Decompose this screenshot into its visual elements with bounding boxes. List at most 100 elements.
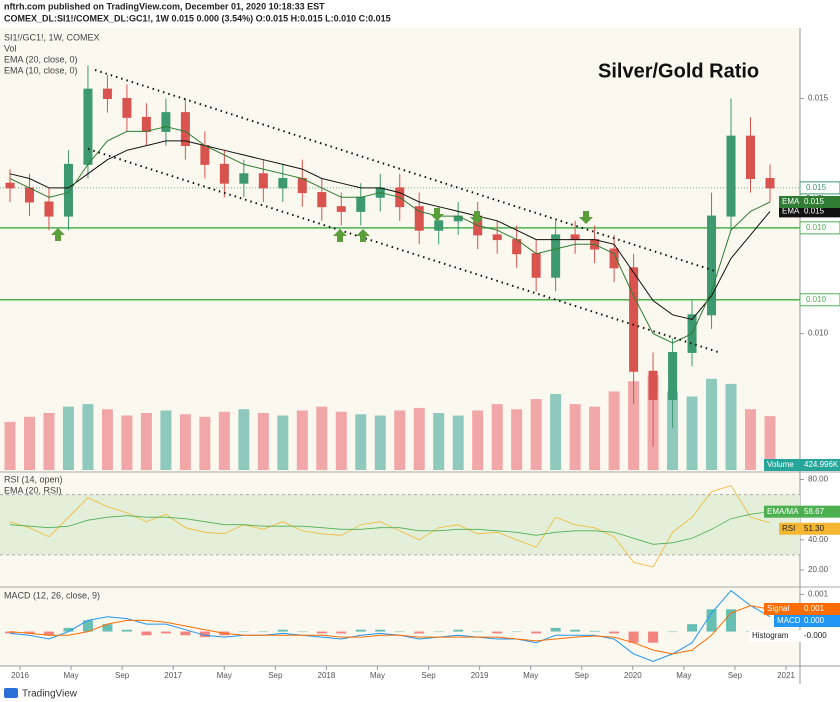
volume-bar	[628, 381, 640, 470]
rsi-band	[0, 494, 800, 555]
x-tick-label: May	[370, 671, 385, 680]
up-arrow	[51, 228, 65, 241]
volume-bar	[140, 413, 152, 470]
volume-bar	[433, 413, 445, 470]
histogram-bar	[511, 631, 522, 633]
volume-bar	[179, 414, 191, 470]
histogram-bar	[414, 631, 425, 634]
volume-bar	[589, 406, 601, 470]
volume-bar	[4, 421, 16, 470]
histogram-bar	[160, 631, 171, 634]
volume-bar	[472, 410, 484, 470]
volume-bar	[608, 391, 620, 470]
footer: TradingView	[4, 688, 78, 700]
badge-value-box	[800, 615, 840, 627]
badge-value-box	[800, 459, 840, 471]
volume-bar	[23, 416, 35, 470]
volume-bar	[667, 391, 679, 470]
badge-name-box	[779, 205, 800, 218]
badge-name: EMA/MA	[767, 507, 799, 516]
y-tick-label: 80.00	[808, 475, 829, 484]
level-label: 0.010	[806, 295, 827, 304]
legend-rsi: RSI (14, open)	[4, 474, 63, 484]
volume-bar	[550, 394, 562, 470]
histogram-bar	[433, 631, 444, 633]
x-tick-label: 2017	[164, 671, 182, 680]
badge-name-box	[764, 603, 800, 615]
up-arrow	[356, 229, 370, 242]
volume-bar	[43, 413, 55, 470]
volume-bar	[374, 415, 386, 470]
volume-bar	[101, 409, 113, 470]
volume-bar	[82, 404, 94, 470]
candle-body	[570, 234, 580, 241]
candle-body	[297, 177, 307, 194]
histogram-bar	[687, 624, 698, 632]
badge-value-box	[800, 195, 840, 208]
candle-body	[531, 253, 541, 278]
histogram-bar	[706, 609, 717, 632]
volume-bar	[316, 406, 328, 470]
candle-body	[102, 88, 112, 100]
volume-bar	[218, 411, 230, 470]
annotation: Silver/Gold Ratio	[598, 60, 759, 82]
badge-value: 0.000	[804, 616, 825, 625]
badge-name-box	[749, 630, 800, 642]
x-tick-label: May	[676, 671, 691, 680]
volume-bar	[745, 409, 757, 470]
volume-bar	[160, 410, 172, 470]
y-tick-label: 0.001	[808, 590, 829, 599]
volume-bar	[277, 415, 289, 470]
histogram-bar	[589, 630, 600, 632]
histogram-bar	[316, 631, 327, 634]
volume-bar	[706, 378, 718, 470]
level-badge-box	[799, 221, 840, 235]
badge-value: 0.001	[804, 604, 825, 613]
x-tick-label: 2020	[624, 671, 642, 680]
volume-bar	[121, 415, 133, 470]
x-tick-label: 2019	[471, 671, 489, 680]
rsi-ema-line	[9, 511, 771, 545]
volume-bar	[530, 399, 542, 470]
badge-name: EMA	[782, 197, 800, 206]
candle-body	[141, 116, 151, 132]
price-badge: 0.015	[806, 183, 827, 192]
down-arrow	[470, 211, 484, 224]
volume-bar	[394, 410, 406, 470]
badge-name-box	[764, 459, 800, 471]
x-tick-label: Sep	[421, 671, 436, 680]
histogram-bar	[180, 631, 191, 636]
x-tick-label: Sep	[575, 671, 590, 680]
histogram-bar	[472, 631, 483, 633]
volume-bar	[296, 410, 308, 470]
volume-bar	[686, 396, 698, 470]
badge-value: 0.015	[804, 206, 825, 215]
badge-value: 424.996K	[804, 460, 839, 469]
candle-body	[492, 234, 502, 241]
badge-name-box	[779, 195, 800, 208]
volume-bar	[62, 406, 74, 470]
histogram-bar	[492, 631, 503, 634]
histogram-bar	[238, 631, 249, 633]
arrows	[51, 208, 593, 242]
candle-body	[317, 192, 327, 208]
channel-line	[94, 69, 716, 272]
down-arrow	[430, 208, 444, 221]
candle-body	[356, 196, 366, 212]
candle-body	[24, 187, 34, 203]
volume-bar	[511, 409, 523, 470]
candle-body	[161, 112, 171, 132]
volume-bar	[764, 416, 776, 470]
x-tick-label: May	[523, 671, 538, 680]
badge-name-box	[774, 615, 800, 627]
volume-bar	[199, 416, 211, 470]
down-arrow	[579, 211, 593, 224]
y-tick-label: 0.015	[808, 94, 829, 103]
badge-value: -0.000	[804, 631, 827, 640]
candle-body	[726, 135, 736, 217]
badge-value-box	[800, 630, 840, 642]
badge-value-box	[800, 603, 840, 615]
badge-name: Signal	[767, 604, 789, 613]
histogram-bar	[648, 631, 659, 643]
